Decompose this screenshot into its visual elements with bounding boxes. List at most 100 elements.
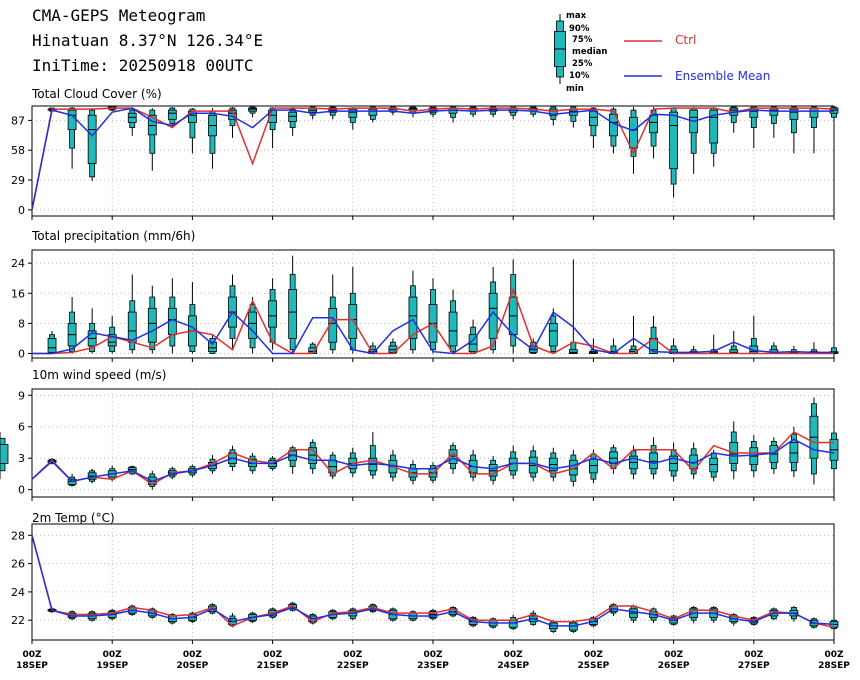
precip-box-inner-10 (248, 311, 257, 339)
precip-box-inner-4 (127, 311, 137, 343)
cloud-ytick-label-0: 0 (18, 204, 25, 217)
precip-ctrl-line (32, 287, 834, 355)
x-tick-label-date-10: 28SEP (818, 661, 850, 671)
precip-box-inner-8 (208, 341, 217, 353)
temp-ytick-label-2: 26 (11, 558, 25, 571)
init-time-label: IniTime: 20250918 00UTC (32, 56, 254, 75)
temp-mean-line (31, 535, 835, 627)
wind-box-inner-26 (568, 459, 578, 476)
precip-box-inner-11 (268, 300, 278, 328)
cloud-panel-title: Total Cloud Cover (%) (31, 87, 162, 101)
x-tick-label-hour-7: 00Z (584, 650, 604, 660)
x-tick-label-hour-9: 00Z (744, 650, 764, 660)
precip-box-inner-25 (548, 322, 558, 347)
wind-box-inner-40 (0, 444, 9, 464)
wind-ytick-label-1: 3 (18, 452, 25, 465)
cloud-box-outer-37 (791, 106, 797, 134)
x-tick-label-date-9: 27SEP (738, 661, 770, 671)
cloud-ytick-label-1: 29 (11, 174, 25, 187)
temp-panel (28, 523, 839, 644)
x-tick-label-hour-4: 00Z (343, 650, 363, 660)
legend-median: median (572, 47, 608, 57)
legend-p90: 90% (569, 24, 590, 34)
x-tick-label-date-8: 26SEP (658, 661, 690, 671)
temp-ytick-label-3: 28 (11, 529, 25, 542)
wind-box-inner-33 (709, 457, 719, 473)
wind-box-inner-30 (649, 452, 658, 470)
x-tick-label-date-6: 24SEP (497, 661, 529, 671)
cloud-box-inner-10 (248, 107, 257, 112)
x-tick-label-hour-0: 00Z (22, 650, 42, 660)
legend-max: max (566, 11, 587, 21)
wind-box-inner-28 (609, 451, 618, 464)
cloud-box-inner-30 (649, 114, 658, 134)
legend-p10: 10% (569, 71, 590, 81)
precip-box-inner-3 (107, 334, 117, 347)
legend-ctrl-label: Ctrl (675, 33, 697, 47)
x-tick-label-date-1: 19SEP (96, 661, 128, 671)
legend-box-sample (554, 14, 567, 84)
temp-ytick-label-1: 24 (11, 586, 25, 599)
x-tick-label-hour-1: 00Z (103, 650, 123, 660)
x-tick-label-date-5: 23SEP (417, 661, 449, 671)
cloud-box-inner-29 (629, 116, 638, 149)
cloud-panel (28, 105, 839, 220)
location-label: Hinatuan 8.37°N 126.34°E (32, 31, 264, 50)
legend-p25: 25% (572, 59, 593, 69)
cloud-box-inner-31 (669, 111, 678, 170)
cloud-box-inner-25 (548, 108, 558, 116)
legend-min: min (566, 84, 584, 94)
cloud-ytick-label-2: 58 (11, 144, 25, 157)
chart-title: CMA-GEPS Meteogram (32, 6, 206, 25)
precip-box-inner-20 (448, 311, 458, 347)
x-tick-label-date-0: 18SEP (16, 661, 48, 671)
precip-box-inner-5 (147, 307, 157, 343)
temp-panel-title: 2m Temp (°C) (32, 511, 115, 525)
precip-box-inner-26 (568, 349, 578, 354)
legend-mean-label: Ensemble Mean (675, 69, 771, 83)
cloud-box-inner-6 (167, 109, 177, 120)
cloud-box-inner-38 (809, 107, 819, 118)
x-tick-label-date-4: 22SEP (337, 661, 369, 671)
precip-panel (28, 249, 839, 362)
wind-ytick-label-0: 0 (18, 484, 25, 497)
precip-ytick-label-1: 8 (18, 317, 25, 330)
cloud-box-inner-37 (789, 108, 799, 120)
precip-ytick-label-0: 0 (18, 347, 25, 360)
precip-panel-title: Total precipitation (mm/6h) (31, 229, 195, 243)
wind-ytick-label-3: 9 (18, 389, 25, 402)
x-tick-label-hour-2: 00Z (183, 650, 203, 660)
precip-box-inner-12 (288, 289, 298, 339)
cloud-box-outer-7 (189, 108, 196, 139)
cloud-box-inner-1 (67, 109, 77, 131)
wind-box-inner-37 (789, 442, 799, 463)
x-tick-label-hour-5: 00Z (423, 650, 443, 660)
x-tick-label-date-7: 25SEP (578, 661, 610, 671)
wind-panel (0, 388, 839, 501)
wind-panel-title: 10m wind speed (m/s) (32, 368, 166, 382)
precip-box-inner-15 (348, 304, 358, 339)
x-tick-label-hour-6: 00Z (504, 650, 524, 660)
x-tick-label-hour-8: 00Z (664, 650, 684, 660)
cloud-box-inner-5 (147, 114, 157, 136)
cloud-box-inner-4 (127, 112, 137, 123)
precip-ytick-label-2: 16 (11, 287, 25, 300)
temp-ctrl-line (31, 535, 835, 629)
precip-ytick-label-3: 24 (11, 257, 25, 270)
wind-box-inner-22 (488, 464, 498, 477)
wind-box-inner-27 (589, 458, 598, 474)
x-tick-label-date-3: 21SEP (257, 661, 289, 671)
cloud-mean-line (31, 107, 834, 210)
cloud-box-inner-12 (288, 111, 298, 122)
x-tick-label-hour-10: 00Z (824, 650, 844, 660)
wind-ytick-label-2: 6 (18, 421, 25, 434)
precip-box-inner-18 (408, 296, 418, 339)
cloud-box-inner-15 (348, 108, 358, 118)
temp-ytick-label-0: 22 (11, 614, 25, 627)
cloud-ytick-label-3: 87 (11, 114, 25, 127)
cloud-box-inner-33 (709, 109, 719, 144)
cloud-box-inner-9 (228, 109, 237, 120)
x-tick-label-date-2: 20SEP (177, 661, 209, 671)
x-tick-label-hour-3: 00Z (263, 650, 283, 660)
